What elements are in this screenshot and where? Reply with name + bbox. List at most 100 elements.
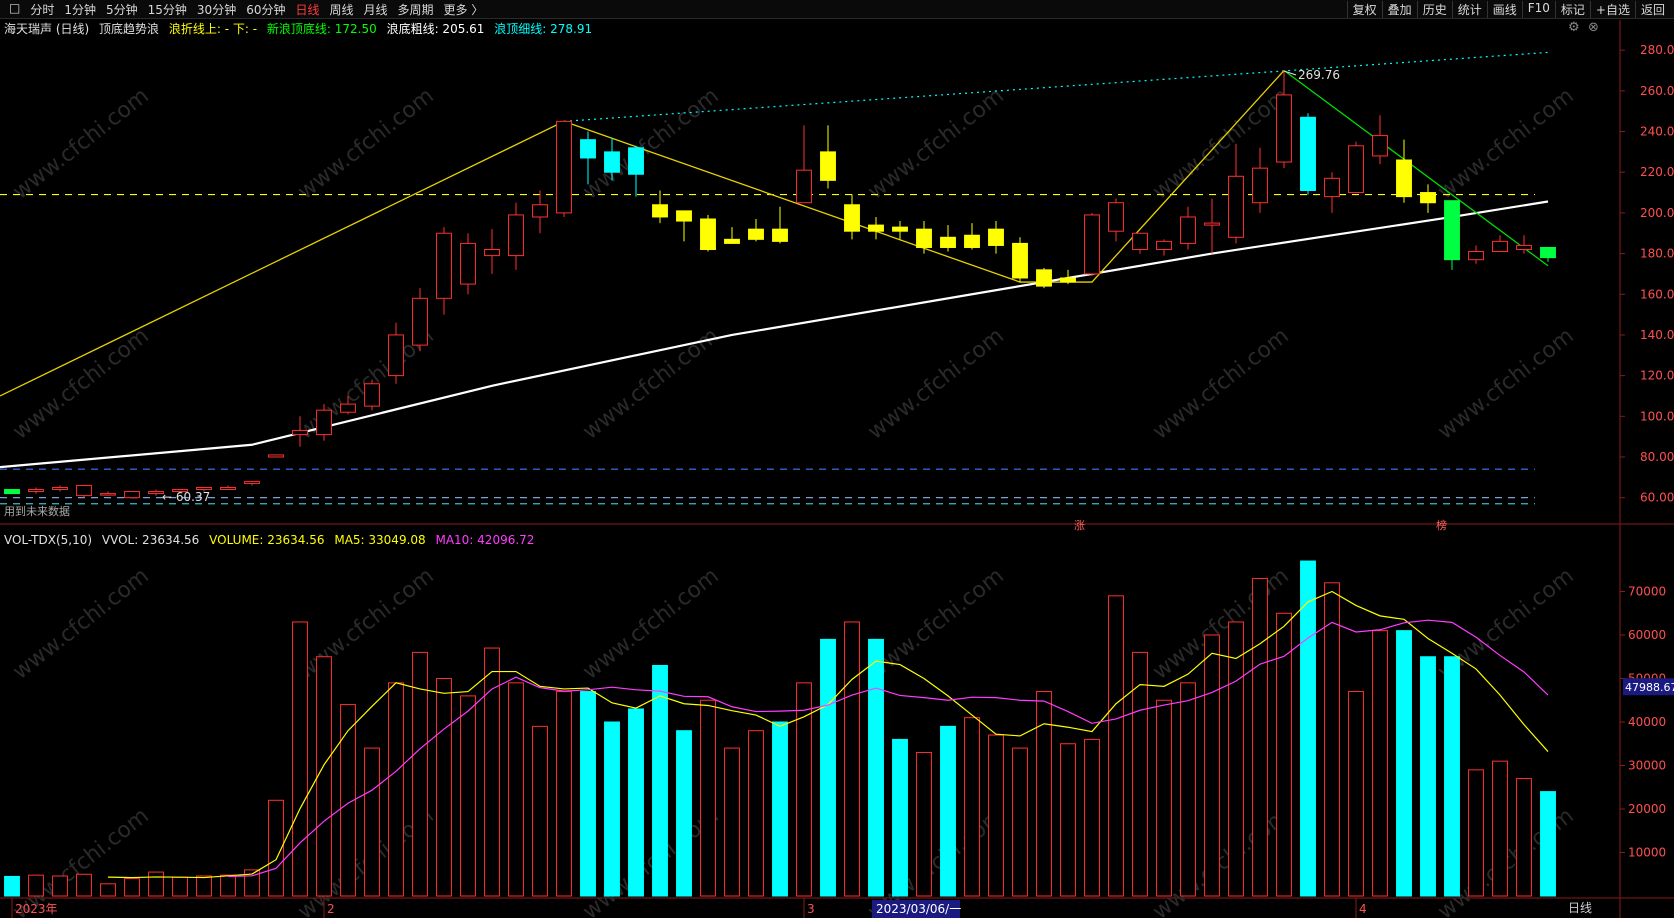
period-tab-6[interactable]: 日线 <box>295 3 320 17</box>
candle-body <box>1492 240 1508 253</box>
volume-bar <box>652 664 668 897</box>
volume-bar <box>1516 778 1532 897</box>
indicator-name[interactable]: 顶底趋势浪 <box>99 22 160 36</box>
candle-body <box>556 120 572 214</box>
period-tab-2[interactable]: 5分钟 <box>106 3 138 17</box>
candle-body <box>604 151 620 173</box>
period-tab-1[interactable]: 1分钟 <box>64 3 96 17</box>
toolbar-button-3[interactable]: 统计 <box>1451 1 1487 18</box>
stock-name: 海天瑞声 (日线) <box>4 22 90 36</box>
volume-bar <box>1180 682 1196 897</box>
gear-icon[interactable]: ⚙ <box>1568 20 1580 35</box>
toolbar-button-5[interactable]: F10 <box>1521 1 1555 18</box>
volume-bar <box>364 747 380 897</box>
candle-body <box>28 489 44 493</box>
period-tab-8[interactable]: 月线 <box>363 3 388 17</box>
period-tab-10[interactable]: 更多 〉 <box>443 3 484 17</box>
watermark-text: www.cfchi.com <box>863 563 1008 684</box>
candle-body <box>1396 159 1412 198</box>
watermark-text: www.cfchi.com <box>1433 323 1578 444</box>
period-tab-5[interactable]: 60分钟 <box>246 3 286 17</box>
low-price-label: ← 60.37 <box>162 490 210 504</box>
candle-body <box>388 334 404 377</box>
window-icon[interactable]: □ <box>9 1 21 15</box>
toolbar-button-4[interactable]: 画线 <box>1486 1 1522 18</box>
top-dotted-line <box>563 51 1549 122</box>
legend-item-bottom-line: 浪底粗线: 205.61 <box>386 22 485 36</box>
period-tab-3[interactable]: 15分钟 <box>147 3 187 17</box>
candle-body <box>196 486 212 491</box>
volume-bar <box>772 721 788 897</box>
watermark-text: www.cfchi.com <box>8 803 153 918</box>
volume-bar <box>1324 582 1340 897</box>
candle-body <box>1420 192 1436 204</box>
toolbar-button-2[interactable]: 历史 <box>1416 1 1452 18</box>
period-tab-0[interactable]: 分时 <box>30 3 55 17</box>
candle-body <box>1156 240 1172 251</box>
watermark-text: www.cfchi.com <box>293 83 438 204</box>
volume-bar <box>1204 634 1220 897</box>
toolbar-button-1[interactable]: 叠加 <box>1381 1 1417 18</box>
volume-bar <box>1396 630 1412 897</box>
candle-body <box>796 169 812 204</box>
candle-body <box>1108 202 1124 232</box>
period-tab-4[interactable]: 30分钟 <box>196 3 237 17</box>
candle-body <box>652 204 668 218</box>
candle-body <box>340 403 356 413</box>
candle-body <box>1372 135 1388 157</box>
main-legend: 海天瑞声 (日线) 顶底趋势浪 浪折线上: - 下: - 新浪顶底线: 172.… <box>4 20 598 37</box>
candle-body <box>628 147 644 175</box>
volume-bar <box>724 747 740 897</box>
candle-body <box>1324 177 1340 198</box>
candle-body <box>220 486 236 491</box>
watermark-text: www.cfchi.com <box>1433 83 1578 204</box>
volume-bar <box>1348 691 1364 897</box>
volume-bar <box>436 678 452 897</box>
candle-body <box>1468 251 1484 261</box>
volume-bar <box>412 651 428 897</box>
x-tick-label: 2 <box>327 902 335 916</box>
vol-indicator-name[interactable]: VOL-TDX(5,10) <box>4 533 93 547</box>
volume-legend: VOL-TDX(5,10) VVOL: 23634.56 VOLUME: 236… <box>4 533 540 547</box>
candle-body <box>1060 277 1076 283</box>
volume-bar <box>1540 791 1556 897</box>
volume-bar <box>748 730 764 897</box>
period-tab-9[interactable]: 多周期 <box>397 3 434 17</box>
candle-body <box>772 228 788 242</box>
volume-bar <box>940 725 956 897</box>
high-price-label: 269.76 <box>1298 68 1340 82</box>
toolbar-button-7[interactable]: +自选 <box>1589 1 1635 18</box>
toolbar-buttons: 复权 叠加 历史 统计 画线 F10 标记 +自选 返回 <box>1346 1 1670 18</box>
watermark-text: www.cfchi.com <box>8 323 153 444</box>
period-tab-7[interactable]: 周线 <box>329 3 354 17</box>
volume-bar <box>1444 656 1460 897</box>
volume-bar <box>124 878 140 897</box>
cursor-date-box <box>872 900 960 918</box>
toolbar-button-6[interactable]: 标记 <box>1554 1 1590 18</box>
candle-body <box>316 409 332 436</box>
volume-bar <box>1228 621 1244 897</box>
candle-body <box>1516 244 1532 251</box>
watermark-text: www.cfchi.com <box>8 83 153 204</box>
candle-body <box>700 218 716 251</box>
volume-bar <box>100 883 116 897</box>
volume-bar <box>700 699 716 897</box>
legend-item-wave-line: 浪折线上: - 下: - <box>168 22 258 36</box>
candle-body <box>1444 200 1460 261</box>
watermark-text: www.cfchi.com <box>8 563 153 684</box>
candle-body <box>268 454 284 458</box>
volume-bar <box>340 704 356 897</box>
legend-item-top-line: 浪顶细线: 278.91 <box>494 22 593 36</box>
close-icon[interactable]: ⊗ <box>1588 20 1599 35</box>
cursor-date-label: 2023/03/06/一 <box>876 902 961 916</box>
candle-body <box>820 151 836 181</box>
period-label: 日线 <box>1568 901 1593 915</box>
candle-body <box>532 204 548 218</box>
ma10-value: MA10: 42096.72 <box>435 533 535 547</box>
y-tick-label: 220.00 <box>1640 165 1674 179</box>
toolbar-button-8[interactable]: 返回 <box>1634 1 1670 18</box>
toolbar-button-0[interactable]: 复权 <box>1346 1 1382 18</box>
volume-bar <box>988 734 1004 897</box>
candle-body <box>1084 214 1100 275</box>
